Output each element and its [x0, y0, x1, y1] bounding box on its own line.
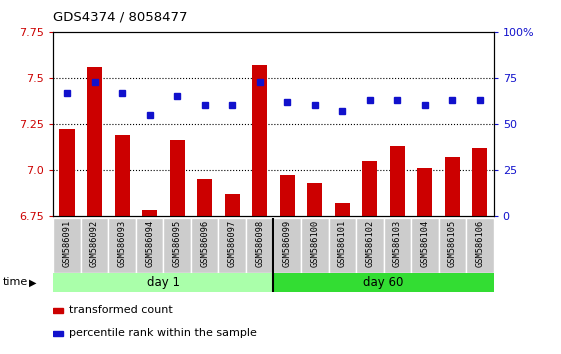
Text: GSM586098: GSM586098	[255, 219, 264, 267]
Text: GSM586106: GSM586106	[475, 219, 484, 267]
Text: day 60: day 60	[364, 276, 404, 289]
Bar	[169, 141, 185, 216]
Bar	[445, 157, 460, 216]
Bar	[417, 168, 433, 216]
Text: GSM586097: GSM586097	[228, 219, 237, 267]
Bar	[53, 331, 63, 336]
Text: GSM586105: GSM586105	[448, 219, 457, 267]
Bar	[53, 308, 63, 313]
FancyBboxPatch shape	[301, 218, 329, 273]
FancyBboxPatch shape	[108, 218, 136, 273]
FancyBboxPatch shape	[53, 218, 81, 273]
Bar	[273, 273, 494, 292]
Text: GSM586100: GSM586100	[310, 219, 319, 267]
FancyBboxPatch shape	[163, 218, 191, 273]
FancyBboxPatch shape	[136, 218, 163, 273]
Bar	[252, 65, 267, 216]
Bar	[224, 194, 240, 216]
Text: GSM586101: GSM586101	[338, 219, 347, 267]
FancyBboxPatch shape	[411, 218, 439, 273]
Text: GSM586096: GSM586096	[200, 219, 209, 267]
Bar	[87, 67, 102, 216]
Text: GSM586104: GSM586104	[420, 219, 429, 267]
Text: time: time	[3, 277, 28, 287]
Bar	[59, 130, 75, 216]
Bar	[197, 179, 212, 216]
Bar	[307, 183, 323, 216]
FancyBboxPatch shape	[356, 218, 384, 273]
Text: transformed count: transformed count	[69, 304, 173, 315]
Text: percentile rank within the sample: percentile rank within the sample	[69, 327, 257, 338]
FancyBboxPatch shape	[439, 218, 466, 273]
FancyBboxPatch shape	[81, 218, 108, 273]
Bar	[53, 273, 274, 292]
Text: GSM586093: GSM586093	[118, 219, 127, 267]
Text: GSM586094: GSM586094	[145, 219, 154, 267]
FancyBboxPatch shape	[466, 218, 494, 273]
Text: GSM586095: GSM586095	[173, 219, 182, 267]
FancyBboxPatch shape	[329, 218, 356, 273]
Text: ▶: ▶	[29, 277, 36, 287]
FancyBboxPatch shape	[218, 218, 246, 273]
Text: GSM586099: GSM586099	[283, 219, 292, 267]
Bar	[390, 146, 405, 216]
Bar	[114, 135, 130, 216]
Bar	[472, 148, 488, 216]
Text: GSM586091: GSM586091	[63, 219, 72, 267]
Text: day 1: day 1	[147, 276, 180, 289]
FancyBboxPatch shape	[246, 218, 273, 273]
FancyBboxPatch shape	[273, 218, 301, 273]
Text: GSM586102: GSM586102	[365, 219, 374, 267]
Bar	[335, 203, 350, 216]
Text: GSM586103: GSM586103	[393, 219, 402, 267]
FancyBboxPatch shape	[191, 218, 218, 273]
FancyBboxPatch shape	[384, 218, 411, 273]
Bar	[362, 161, 378, 216]
Text: GDS4374 / 8058477: GDS4374 / 8058477	[53, 11, 188, 24]
Bar	[280, 176, 295, 216]
Bar	[142, 210, 157, 216]
Text: GSM586092: GSM586092	[90, 219, 99, 267]
